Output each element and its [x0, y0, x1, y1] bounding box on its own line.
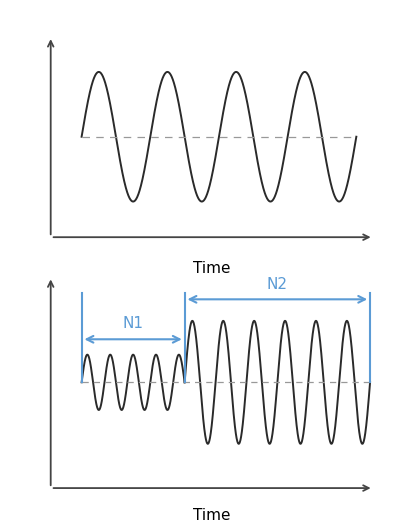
- Text: N1: N1: [123, 316, 143, 331]
- Text: Time: Time: [194, 508, 231, 524]
- Text: Time: Time: [194, 261, 231, 276]
- Text: N2: N2: [267, 277, 288, 292]
